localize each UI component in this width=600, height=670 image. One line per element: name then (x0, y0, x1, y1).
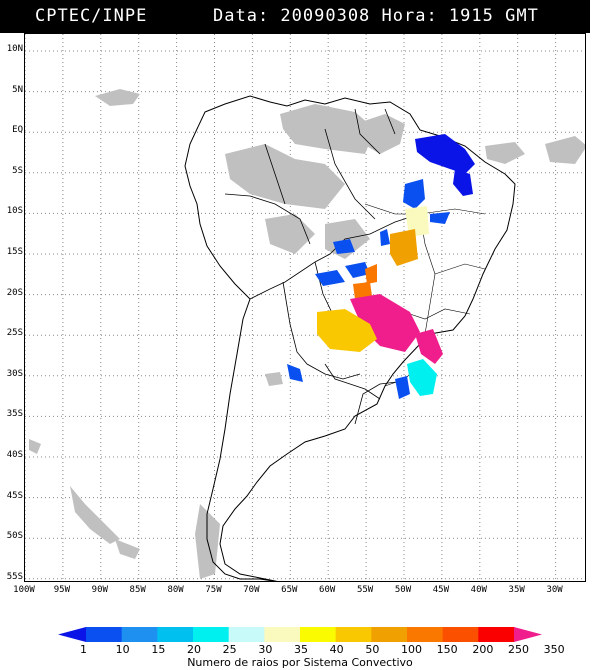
map-svg (25, 34, 585, 581)
color-bar-swatch (58, 627, 86, 642)
lat-label: 35S (6, 409, 23, 420)
system-blue (380, 229, 390, 246)
lon-label: 55W (356, 585, 374, 595)
color-bar-label: 1 (80, 643, 87, 656)
system-blue (395, 376, 410, 399)
color-bar-swatch (228, 627, 265, 642)
color-bar-label: 15 (151, 643, 166, 656)
color-bar-swatch (442, 627, 479, 642)
title-bar: CPTEC/INPE Data: 20090308 Hora: 1915 GMT (0, 0, 590, 33)
lon-label: 85W (129, 585, 146, 595)
lon-label: 70W (243, 585, 260, 595)
system-redorange (365, 264, 377, 284)
agency-label: CPTEC/INPE (35, 6, 148, 26)
lon-label: 75W (205, 585, 222, 595)
system-blue (453, 169, 473, 196)
lat-label: 20S (6, 287, 23, 298)
color-bar-title: Numero de raios por Sistema Convectivo (187, 656, 413, 669)
color-bar-swatch (121, 627, 158, 642)
system-lightyellow (405, 206, 429, 237)
system-blue (430, 212, 450, 224)
system-magenta (415, 329, 443, 364)
color-bar-label: 150 (436, 643, 458, 656)
lon-label: 40W (470, 585, 487, 595)
lon-label: 35W (508, 585, 525, 595)
color-bar-swatch (300, 627, 337, 642)
system-orange (390, 229, 418, 266)
cloud-cover (29, 89, 585, 579)
color-bar-swatch (371, 627, 408, 642)
system-cyan (407, 359, 437, 396)
color-bar-label: 100 (401, 643, 422, 656)
lon-label: 100W (13, 585, 35, 595)
color-bar-swatch (264, 627, 301, 642)
lon-label: 30W (546, 585, 563, 595)
lon-label: 90W (91, 585, 108, 595)
system-blue (287, 364, 303, 382)
lat-label: 25S (6, 328, 23, 339)
color-bar-label: 40 (329, 643, 344, 656)
lat-label: EQ (12, 125, 23, 136)
system-redorange (353, 282, 372, 299)
lat-label: 10S (6, 206, 23, 217)
system-blue (345, 262, 370, 278)
color-bar-swatch (478, 627, 515, 642)
color-bar-swatch (157, 627, 194, 642)
system-blue (333, 239, 355, 254)
color-bar-label: 200 (472, 643, 494, 656)
color-bar-swatch (514, 627, 542, 642)
map-area (24, 33, 586, 582)
lat-label: 55S (6, 571, 23, 582)
date-time-label: Data: 20090308 Hora: 1915 GMT (213, 6, 539, 26)
color-bar-swatch (193, 627, 230, 642)
south-america-outline (184, 95, 516, 581)
system-blue (403, 179, 425, 209)
lat-label: 10N (6, 44, 23, 54)
lat-label: 30S (6, 368, 23, 379)
system-blue (315, 270, 345, 286)
lat-label: 5N (12, 84, 23, 95)
system-blue (415, 134, 475, 174)
system-magenta (350, 294, 420, 352)
color-bar-swatch (335, 627, 372, 642)
color-bar (58, 627, 542, 642)
convective-systems (287, 134, 475, 399)
lat-label: 40S (6, 450, 23, 460)
color-bar-label: 20 (187, 643, 201, 656)
color-bar-label: 35 (294, 643, 308, 656)
lon-label: 65W (281, 585, 298, 595)
lon-label: 95W (53, 585, 71, 595)
lat-label: 45S (6, 490, 23, 501)
color-bar-label: 350 (543, 643, 565, 656)
system-yellow (317, 309, 377, 352)
lat-label: 5S (12, 165, 23, 176)
lon-label: 80W (167, 585, 184, 595)
lon-label: 50W (394, 585, 412, 595)
color-bar-swatch (86, 627, 123, 642)
color-bar-label: 50 (365, 643, 380, 656)
lon-label: 45W (432, 585, 450, 595)
lon-label: 60W (319, 585, 336, 595)
color-bar-label: 10 (115, 643, 130, 656)
lat-label: 15S (6, 247, 23, 257)
color-bar-label: 250 (508, 643, 529, 656)
lat-label: 50S (6, 531, 23, 542)
color-bar-label: 30 (258, 643, 273, 656)
color-bar-label: 25 (222, 643, 237, 656)
color-bar-swatch (407, 627, 444, 642)
